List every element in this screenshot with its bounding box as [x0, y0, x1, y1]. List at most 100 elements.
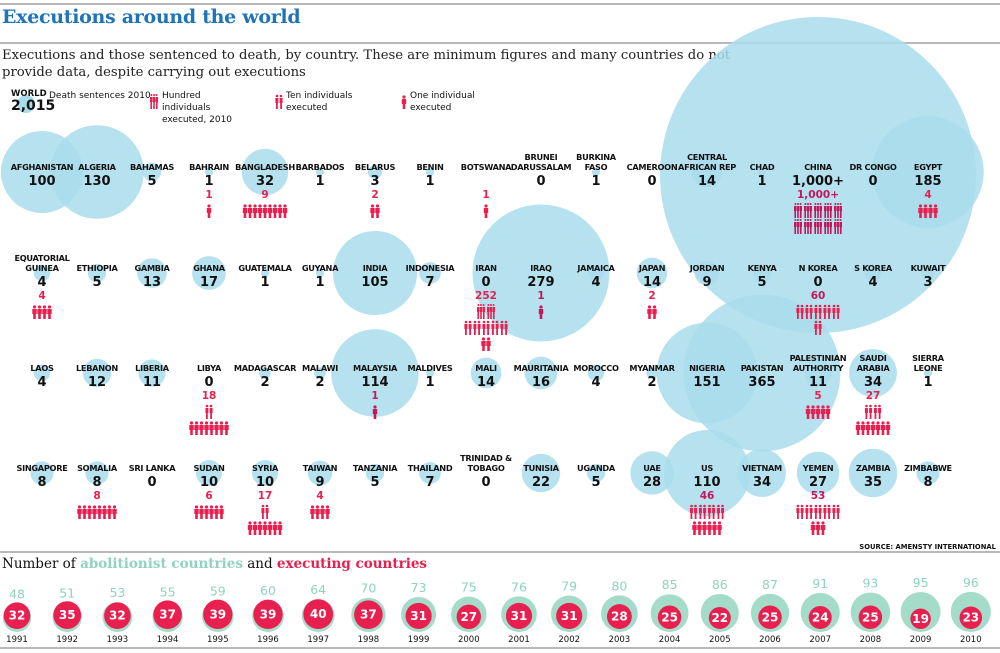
country-name-central-african-rep: CENTRAL AFRICAN REP — [678, 152, 736, 172]
country-name-algeria: ALGERIA — [78, 162, 116, 172]
death-sentences-ghana: 17 — [200, 275, 218, 290]
one-person-icon — [194, 505, 199, 519]
bottom-title-middle: and — [242, 556, 277, 572]
year-label-2003: 2003 — [609, 635, 631, 645]
death-sentences-morocco: 4 — [591, 375, 600, 390]
country-name-uganda: UGANDA — [577, 463, 616, 473]
country-name-egypt: EGYPT — [914, 162, 943, 172]
one-person-icon — [252, 204, 258, 218]
executions-n-korea: 60 — [811, 290, 826, 302]
bubble-taiwan — [307, 460, 333, 486]
one-person-icon — [697, 521, 702, 535]
country-name-jamaica: JAMAICA — [576, 263, 615, 273]
abolitionist-count-2002: 79 — [561, 579, 577, 594]
bubble-kenya — [752, 263, 772, 283]
one-person-icon — [77, 505, 82, 519]
country-name-pakistan: PAKISTAN — [741, 363, 784, 373]
bubble-burkina-faso — [591, 167, 601, 177]
death-sentences-central-african-rep: 14 — [698, 174, 716, 189]
ten-person-icon — [814, 504, 822, 519]
country-name-palestinian-authority: PALESTINIAN AUTHORITY — [790, 353, 847, 373]
country-name-gambia: GAMBIA — [134, 263, 170, 273]
death-sentences-somalia: 8 — [92, 475, 101, 490]
country-name-zimbabwe: ZIMBABWE — [904, 463, 952, 473]
one-person-icon — [282, 204, 288, 218]
executions-somalia: 8 — [93, 490, 100, 502]
legend-one: One individual executed — [410, 91, 475, 113]
bubble-iraq — [472, 204, 610, 342]
one-person-icon — [652, 305, 657, 319]
abolitionist-count-2008: 93 — [862, 575, 878, 590]
executions-sudan: 6 — [205, 490, 212, 502]
bubble-jamaica — [587, 264, 605, 282]
bubble-benin — [425, 167, 435, 177]
legend-ten: Ten individuals executed — [286, 91, 353, 113]
abolitionist-count-1996: 60 — [260, 583, 276, 598]
ten-person-icon — [805, 504, 813, 519]
executing-count-2000: 27 — [460, 610, 477, 624]
executing-bubble-2009 — [910, 608, 931, 629]
one-person-icon — [242, 204, 248, 218]
country-name-tunisia: TUNISIA — [523, 463, 559, 473]
death-sentences-n-korea: 0 — [813, 275, 822, 290]
executing-count-2007: 24 — [812, 610, 829, 624]
country-name-dr-congo: DR CONGO — [849, 162, 896, 172]
abolitionist-count-2009: 95 — [913, 575, 929, 590]
executions-syria: 17 — [258, 490, 273, 502]
one-person-icon — [224, 421, 229, 435]
yearly-bubbles: 4832199151351992533219935537199459391995… — [2, 575, 991, 645]
death-sentences-kuwait: 3 — [923, 275, 932, 290]
one-person-icon — [87, 505, 92, 519]
year-label-1998: 1998 — [358, 635, 380, 645]
executing-count-2005: 22 — [711, 611, 728, 625]
bubble-sudan — [196, 460, 222, 486]
executing-count-2008: 25 — [862, 610, 879, 624]
executing-count-1998: 37 — [360, 608, 377, 622]
hundred-person-icon — [150, 94, 158, 109]
one-person-icon — [647, 305, 652, 319]
country-name-chad: CHAD — [750, 162, 775, 172]
death-sentences-belarus: 3 — [370, 174, 379, 189]
one-person-icon — [325, 505, 330, 519]
country-name-india: INDIA — [363, 263, 389, 273]
death-sentences-syria: 10 — [256, 475, 274, 490]
death-sentences-taiwan: 9 — [315, 475, 324, 490]
abolitionist-count-1994: 55 — [160, 585, 176, 600]
death-sentences-mauritania: 16 — [532, 375, 550, 390]
executing-bubble-1993 — [104, 602, 131, 630]
country-name-morocco: MOROCCO — [573, 363, 619, 373]
bubble-morocco — [587, 364, 605, 382]
bubble-madagascar — [259, 367, 271, 379]
bubble-tanzania — [365, 463, 385, 483]
bubble-vietnam — [738, 449, 786, 497]
one-person-icon — [277, 204, 283, 218]
death-sentences-guyana: 1 — [315, 275, 324, 290]
country-name-belarus: BELARUS — [355, 162, 396, 172]
country-name-us: US — [701, 463, 713, 473]
top-rule — [0, 3, 1000, 5]
country-name-china: CHINA — [804, 162, 833, 172]
one-person-icon — [252, 521, 258, 535]
death-sentences-dr-congo: 0 — [868, 174, 877, 189]
executing-bubble-1998 — [354, 600, 383, 629]
one-person-icon — [209, 421, 214, 435]
bubble-mauritania — [524, 356, 558, 390]
death-sentences-iraq: 279 — [527, 275, 554, 290]
executions-iran: 252 — [475, 290, 497, 302]
one-person-icon — [219, 421, 224, 435]
executing-count-2010: 23 — [962, 611, 979, 625]
executing-bubble-1994 — [153, 600, 182, 629]
bottom-title-abolitionist: abolitionist countries — [80, 556, 243, 572]
executing-count-2002: 31 — [561, 609, 578, 623]
executions-japan: 2 — [648, 290, 655, 302]
country-name-iran: IRAN — [475, 263, 497, 273]
country-name-cameroon: CAMEROON — [627, 162, 678, 172]
world-bubble — [17, 95, 35, 113]
subtitle: Executions and those sentenced to death,… — [2, 48, 731, 80]
country-name-thailand: THAILAND — [408, 463, 453, 473]
one-person-icon — [370, 204, 375, 218]
death-sentences-indonesia: 7 — [425, 275, 434, 290]
bubble-bangladesh — [241, 148, 289, 196]
country-name-taiwan: TAIWAN — [303, 463, 338, 473]
year-label-1992: 1992 — [56, 635, 78, 645]
